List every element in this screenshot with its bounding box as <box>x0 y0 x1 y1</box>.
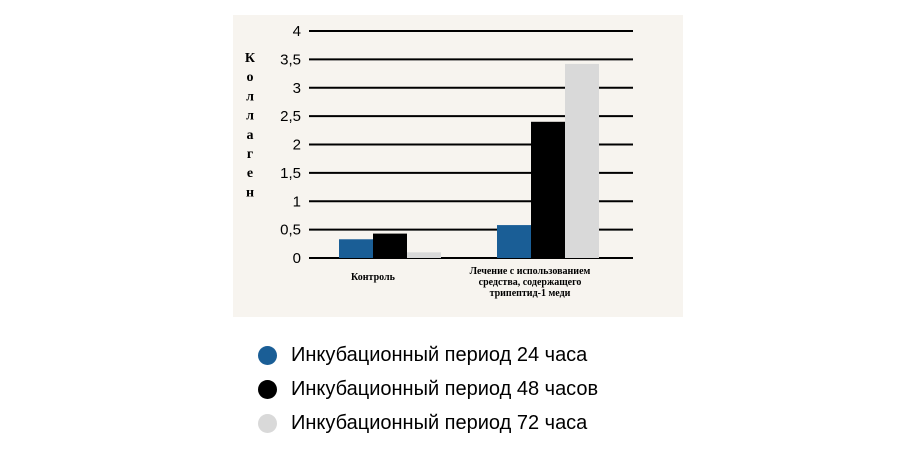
y-tick-label: 3 <box>293 80 301 97</box>
y-axis-title-char: н <box>246 185 254 200</box>
legend-label: Инкубационный период 48 часов <box>291 377 599 400</box>
legend-item: Инкубационный период 24 часа <box>258 338 598 372</box>
bar <box>407 252 441 258</box>
y-axis-title-char: К <box>245 51 256 66</box>
legend-item: Инкубационный период 48 часов <box>258 372 598 406</box>
category-label: трипептид-1 меди <box>490 288 571 299</box>
bar <box>373 233 407 258</box>
bar <box>531 121 565 258</box>
y-tick-label: 2 <box>293 137 301 154</box>
y-tick-label: 1,5 <box>280 165 301 182</box>
y-tick-label: 4 <box>293 23 301 40</box>
y-axis-title-char: г <box>247 147 253 162</box>
y-axis-title-char: о <box>247 70 254 85</box>
y-axis-title-char: л <box>246 89 254 104</box>
category-label: Лечение с использованием <box>470 266 591 277</box>
bar <box>565 63 599 258</box>
legend-label: Инкубационный период 24 часа <box>291 343 588 366</box>
bar-chart: 00,511,522,533,54КоллагенКонтрольЛечение… <box>245 23 633 299</box>
category-label: средства, содержащего <box>479 277 582 288</box>
y-axis-title-char: а <box>247 128 254 143</box>
y-axis-title-char: л <box>246 109 254 124</box>
y-tick-label: 1 <box>293 193 301 210</box>
y-axis-title-char: е <box>247 166 253 181</box>
legend-swatch <box>258 379 277 399</box>
y-tick-label: 2,5 <box>280 108 301 125</box>
y-tick-label: 0,5 <box>280 222 301 239</box>
legend-label: Инкубационный период 72 часа <box>291 411 588 434</box>
bar <box>497 225 531 258</box>
legend-swatch <box>258 345 277 365</box>
legend-swatch <box>258 413 277 433</box>
y-tick-label: 0 <box>293 250 301 267</box>
category-label: Контроль <box>351 272 396 283</box>
legend-item: Инкубационный период 72 часа <box>258 406 598 440</box>
bar <box>339 239 373 258</box>
legend: Инкубационный период 24 часа Инкубационны… <box>258 338 598 440</box>
y-tick-label: 3,5 <box>280 51 301 68</box>
